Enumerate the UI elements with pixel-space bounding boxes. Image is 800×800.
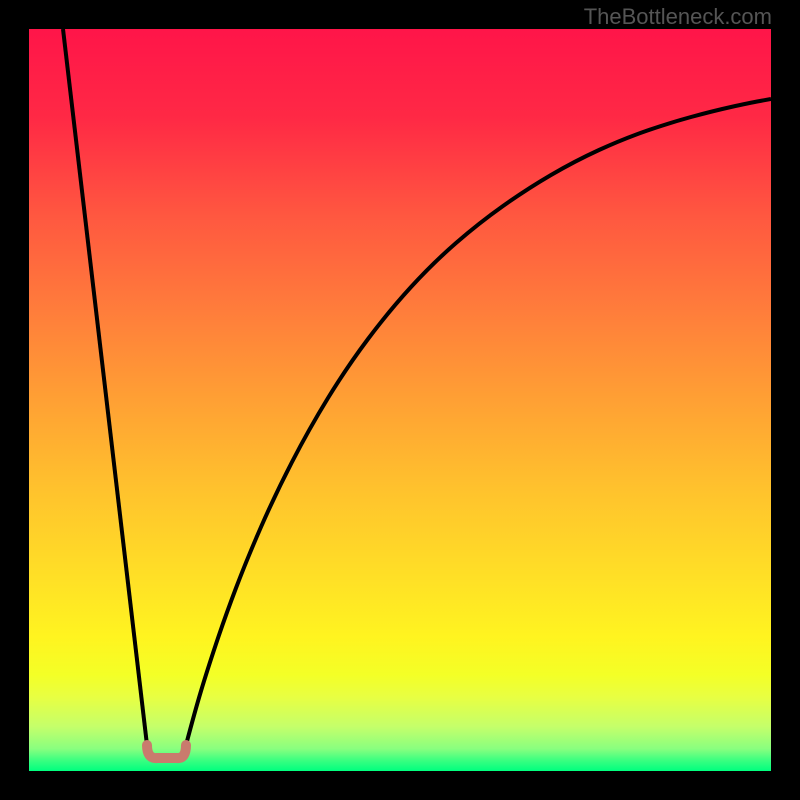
plot-area [29, 29, 771, 771]
right-v-curve [186, 99, 771, 745]
valley-connector [147, 745, 186, 758]
watermark-text: TheBottleneck.com [584, 4, 772, 30]
curve-layer [29, 29, 771, 771]
left-v-line [63, 29, 147, 745]
